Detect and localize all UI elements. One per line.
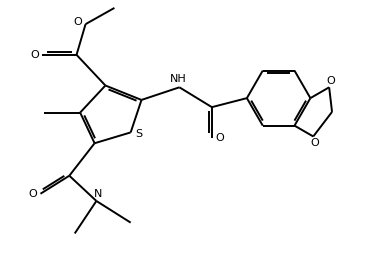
Text: O: O [30,50,39,60]
Text: O: O [311,138,320,148]
Text: O: O [28,189,37,199]
Text: NH: NH [170,74,187,84]
Text: N: N [94,189,102,199]
Text: O: O [326,76,335,86]
Text: S: S [135,129,142,139]
Text: O: O [216,133,224,143]
Text: O: O [73,17,82,27]
